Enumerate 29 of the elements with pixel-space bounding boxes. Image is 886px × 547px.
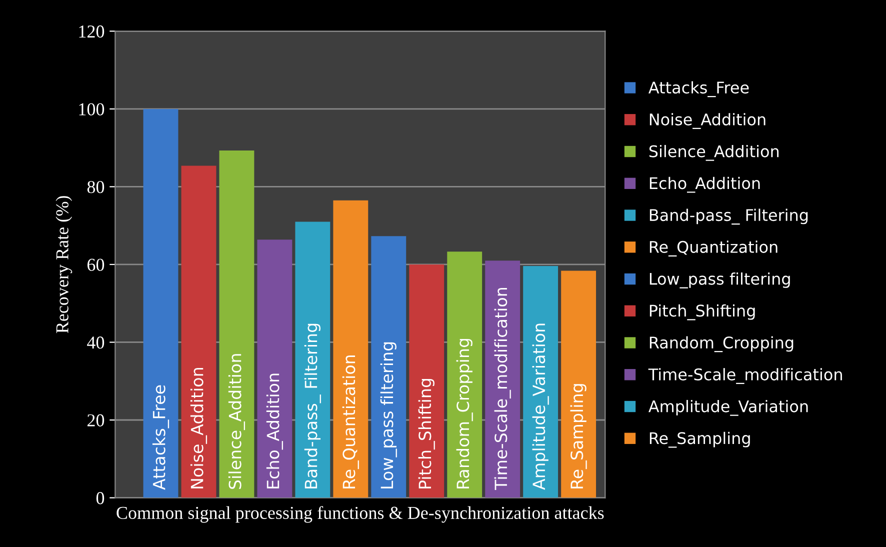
legend-label: Noise_Addition: [650, 113, 766, 129]
x-tick-label: Pitch_Shifting: [418, 378, 435, 488]
x-axis-title: Common signal processing functions & De-synchronization attacks: [116, 506, 604, 523]
x-tick-label: Silence_Addition: [228, 354, 246, 489]
y-tick-label: 80: [87, 180, 104, 194]
x-tick-label: Band-pass_ Filtering: [304, 324, 321, 488]
legend-label: Pitch_Shifting: [650, 304, 755, 320]
x-tick-label: Re_Sampling: [570, 384, 587, 488]
legend-label: Silence_Addition: [649, 144, 779, 161]
legend-label: Echo_Addition: [650, 176, 760, 193]
legend-label: Band-pass_ Filtering: [650, 208, 808, 225]
x-tick-label: Low_pass filtering: [380, 342, 397, 488]
x-tick-label: Echo_Addition: [266, 374, 283, 488]
y-tick-label: 120: [79, 25, 104, 38]
y-tick-label: 20: [88, 414, 104, 426]
legend-label: Re_Quantization: [650, 240, 778, 256]
y-tick-label: 100: [79, 103, 104, 116]
y-axis-title: Recovery Rate (%): [56, 196, 72, 334]
x-tick-label: Random_Cropping: [456, 338, 473, 488]
x-tick-label: Amplitude_Variation: [532, 324, 549, 490]
y-tick-label: 60: [87, 258, 104, 271]
legend-label: Attacks_Free: [648, 81, 749, 98]
y-tick-label: 40: [87, 336, 104, 349]
x-tick-label: Noise_Addition: [190, 368, 208, 488]
y-tick-label: 0: [96, 492, 104, 504]
x-tick-label: Time-Scale_modification: [494, 288, 511, 490]
legend-label: Low_pass filtering: [650, 272, 790, 288]
x-tick-label: Attacks_Free: [152, 385, 170, 490]
x-tick-label: Re_Quantization: [342, 355, 359, 488]
